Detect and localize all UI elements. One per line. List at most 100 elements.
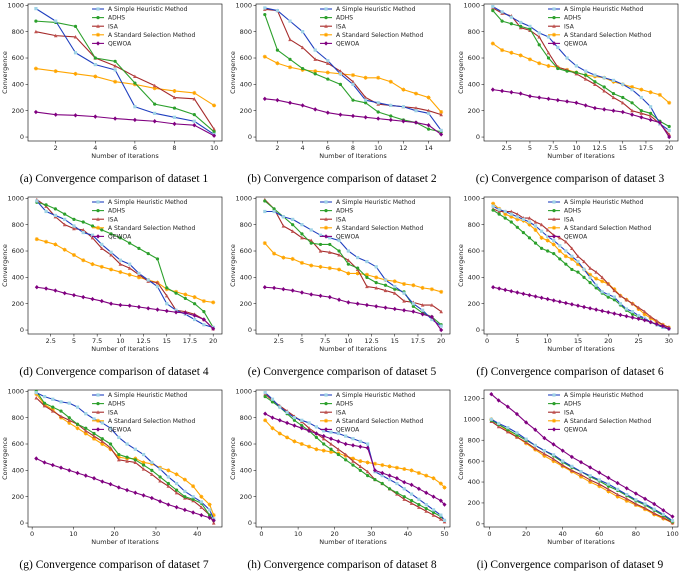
data-point	[506, 426, 510, 430]
data-point	[439, 112, 443, 117]
data-point	[75, 426, 80, 431]
data-point	[615, 480, 620, 486]
x-tick-label: 7.5	[320, 337, 330, 345]
data-point	[67, 416, 71, 420]
data-point	[53, 288, 58, 293]
data-point	[420, 285, 425, 290]
data-point	[394, 476, 399, 481]
data-point	[649, 111, 653, 115]
data-point	[401, 87, 406, 92]
data-point	[100, 442, 105, 447]
chart-svg: 2.5 5 7.5 10 12.5 15 17.5 2002004006008001000Nu…	[1, 195, 223, 353]
data-point	[411, 304, 415, 308]
series-2	[491, 208, 671, 331]
legend-marker	[96, 209, 100, 213]
x-tick-label: 20	[209, 337, 217, 345]
series-1	[34, 7, 216, 137]
data-point	[515, 435, 519, 439]
data-point	[351, 443, 355, 448]
chart-panel-9: 0 20 40 60 80 100 0 200 400 600 800 1000 1200 Number …	[456, 386, 684, 579]
data-point	[657, 120, 662, 125]
data-point	[584, 73, 588, 77]
data-point	[374, 304, 379, 309]
data-point	[574, 64, 578, 68]
data-point	[490, 41, 495, 46]
data-point	[192, 96, 197, 101]
data-point	[358, 444, 363, 449]
data-point	[262, 241, 267, 246]
data-point	[164, 308, 169, 314]
x-tick-label: 4	[93, 144, 97, 152]
data-point	[117, 452, 121, 457]
y-tick-label: 0	[20, 133, 24, 141]
data-point	[588, 281, 592, 285]
data-point	[365, 445, 370, 451]
data-point	[329, 449, 334, 454]
data-point	[263, 12, 267, 17]
data-point	[172, 95, 177, 100]
data-point	[402, 487, 406, 491]
legend-marker	[324, 209, 328, 213]
y-tick-label: 600	[468, 247, 480, 255]
chart-panel-1: 2 4 6 8 10 0 200 400 600 800 1000 Number of Iterati…	[0, 0, 228, 193]
x-tick-label: 7.5	[548, 144, 558, 152]
data-point	[328, 242, 332, 247]
data-point	[424, 490, 429, 495]
legend-label: A Standard Selection Method	[108, 32, 195, 39]
data-point	[262, 96, 267, 102]
data-point	[141, 460, 146, 465]
x-tick-label: 15	[619, 144, 627, 152]
data-point	[321, 448, 326, 453]
x-tick-label: 20	[522, 530, 530, 538]
data-point	[546, 56, 551, 60]
data-point	[652, 507, 656, 511]
data-point	[551, 453, 556, 457]
data-point	[439, 517, 443, 521]
data-point	[551, 459, 556, 464]
data-point	[81, 258, 86, 263]
data-point	[292, 416, 297, 420]
data-point	[376, 101, 380, 105]
chart-panel-7: 0 10 20 30 40 0 200 400 600 800 1000 Number of Iter…	[0, 386, 228, 579]
x-tick-label: 5	[300, 337, 304, 345]
data-point	[570, 464, 574, 468]
data-point	[593, 73, 597, 77]
data-point	[402, 308, 407, 313]
data-point	[118, 258, 122, 262]
data-point	[372, 468, 377, 473]
legend-label: ADHS	[108, 401, 125, 408]
data-point	[552, 252, 556, 256]
chart-panel-6: 0 5 10 15 20 25 30 0 200 400 600 800 1000 Number of I…	[456, 193, 684, 386]
data-point	[413, 120, 418, 125]
data-point	[557, 299, 562, 304]
legend-label: A Standard Selection Method	[108, 225, 195, 232]
data-point	[539, 246, 544, 250]
y-tick-label: 0	[476, 520, 480, 528]
legend-marker	[96, 32, 101, 37]
x-tick-label: 30	[665, 337, 673, 345]
data-point	[327, 250, 332, 254]
data-point	[387, 473, 392, 478]
data-point	[34, 396, 39, 400]
data-point	[594, 307, 599, 312]
data-point	[313, 57, 318, 61]
data-point	[337, 297, 342, 302]
data-point	[322, 442, 326, 446]
data-point	[313, 69, 318, 74]
data-point	[588, 272, 593, 277]
legend-label: ISA	[336, 23, 347, 30]
data-point	[430, 303, 434, 307]
data-point	[383, 283, 388, 287]
legend-label: ISA	[564, 23, 575, 30]
data-point	[326, 77, 330, 81]
data-point	[183, 292, 188, 297]
chart-svg: 0 20 40 60 80 100020040060080010001200Number …	[457, 389, 679, 546]
data-point	[351, 98, 355, 102]
data-point	[533, 241, 538, 245]
data-point	[99, 298, 104, 304]
data-point	[152, 119, 157, 124]
data-point	[630, 315, 635, 320]
